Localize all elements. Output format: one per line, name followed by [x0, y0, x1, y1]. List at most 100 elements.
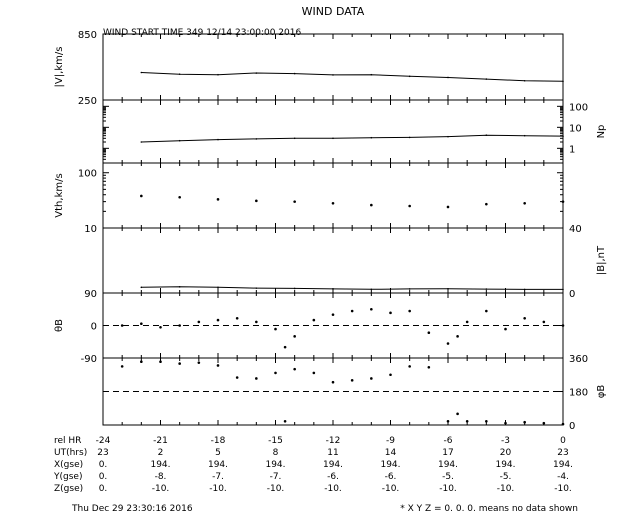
table-cell: -5. — [442, 472, 454, 482]
table-cell: -6. — [327, 472, 339, 482]
table-cell: -10. — [209, 484, 227, 494]
data-point — [427, 331, 431, 335]
data-point — [178, 324, 181, 327]
footer-date: Thu Dec 29 23:30:16 2016 — [71, 504, 193, 512]
table-cell: 8 — [273, 448, 279, 458]
data-point — [485, 288, 488, 290]
data-point — [274, 371, 277, 375]
data-point — [178, 139, 181, 142]
data-point — [447, 287, 449, 290]
data-point — [332, 74, 334, 76]
axis-labels: 850 250 |V|,km/s 100 10 1 Np 100 10 Vth,km/s 40 0 |B… — [54, 30, 607, 432]
data-point — [217, 73, 219, 76]
data-point — [140, 71, 143, 74]
table-cell: -10. — [324, 484, 342, 494]
y-axis-label-thermal_speed: Vth,km/s — [54, 173, 65, 217]
table-cell: -6. — [385, 472, 397, 482]
table-cell: 194. — [150, 460, 170, 470]
y-tick-label: 90 — [84, 289, 97, 300]
data-point — [542, 320, 546, 324]
data-point — [255, 320, 258, 324]
y-axis-label-speed: |V|,km/s — [54, 47, 65, 88]
data-point — [561, 422, 565, 426]
data-point — [389, 373, 392, 377]
data-point — [120, 365, 124, 368]
data-point — [408, 75, 411, 78]
table-cell: -10. — [439, 484, 457, 494]
data-point — [350, 379, 354, 382]
table-cell: 2 — [158, 448, 164, 458]
data-point — [408, 288, 411, 290]
y-tick-label: 1 — [569, 144, 575, 155]
data-point — [255, 287, 258, 289]
data-series — [103, 71, 565, 426]
table-cell: 194. — [265, 460, 285, 470]
table-cell: 23 — [557, 448, 568, 458]
y-tick-label: 0 — [569, 421, 575, 432]
data-point — [504, 421, 507, 425]
data-point — [293, 367, 296, 371]
data-point — [293, 287, 296, 290]
data-point — [274, 327, 277, 331]
table-cell: -6 — [444, 436, 453, 446]
data-point — [485, 309, 488, 313]
table-cell: -10. — [554, 484, 572, 494]
data-point — [523, 316, 526, 320]
y-tick-label: -90 — [81, 354, 97, 365]
table-cell: 0 — [560, 436, 566, 446]
data-point — [562, 288, 564, 291]
data-point — [370, 73, 373, 76]
data-point — [283, 419, 287, 423]
data-point — [456, 412, 459, 416]
table-cell: -5. — [500, 472, 512, 482]
data-point — [140, 360, 143, 364]
data-point — [485, 419, 488, 423]
table-cell: 20 — [500, 448, 512, 458]
table-cell: -7. — [270, 472, 282, 482]
data-point — [408, 204, 411, 208]
y-tick-label: 10 — [569, 123, 582, 134]
data-point — [408, 136, 411, 139]
table-cell: -10. — [152, 484, 170, 494]
data-point — [523, 420, 526, 424]
chart-title: WIND DATA — [302, 5, 365, 18]
y-tick-label: 360 — [569, 354, 588, 365]
data-point — [178, 195, 181, 199]
data-point — [120, 324, 124, 327]
data-point — [293, 200, 296, 203]
data-point — [465, 419, 469, 423]
table-cell: -10. — [267, 484, 285, 494]
ephemeris-table: rel HR -24 -21 -18 -15 -12 -9 -6 -3 0 UT(hrs) 23 2 5 8… — [53, 436, 573, 494]
data-point — [217, 138, 219, 141]
y-axis-label-phi: φB — [596, 385, 607, 399]
y-axis-label-theta: θB — [54, 319, 65, 332]
table-cell: 0. — [99, 472, 108, 482]
y-tick-label: 40 — [569, 224, 582, 235]
table-cell: -8. — [155, 472, 167, 482]
data-point — [197, 320, 201, 324]
data-point — [197, 361, 201, 364]
data-point — [216, 364, 220, 367]
table-cell: 194. — [553, 460, 573, 470]
data-point — [408, 309, 411, 313]
data-point — [283, 345, 287, 349]
data-point — [216, 198, 220, 201]
data-point — [408, 365, 411, 368]
data-point — [159, 360, 162, 364]
data-point — [159, 326, 162, 329]
data-point — [312, 318, 316, 322]
data-point — [523, 134, 526, 137]
y-tick-label: 180 — [569, 388, 588, 399]
data-point — [140, 194, 143, 198]
table-cell: -10. — [382, 484, 400, 494]
data-point — [217, 286, 219, 289]
series-line-magnetic_field — [141, 286, 563, 290]
y-tick-label: 10 — [84, 224, 97, 235]
data-point — [447, 135, 449, 138]
data-point — [235, 376, 239, 379]
table-cell: 194. — [323, 460, 343, 470]
data-point — [504, 327, 507, 331]
series-line-density — [141, 134, 564, 143]
table-row-label: rel HR — [54, 436, 81, 446]
